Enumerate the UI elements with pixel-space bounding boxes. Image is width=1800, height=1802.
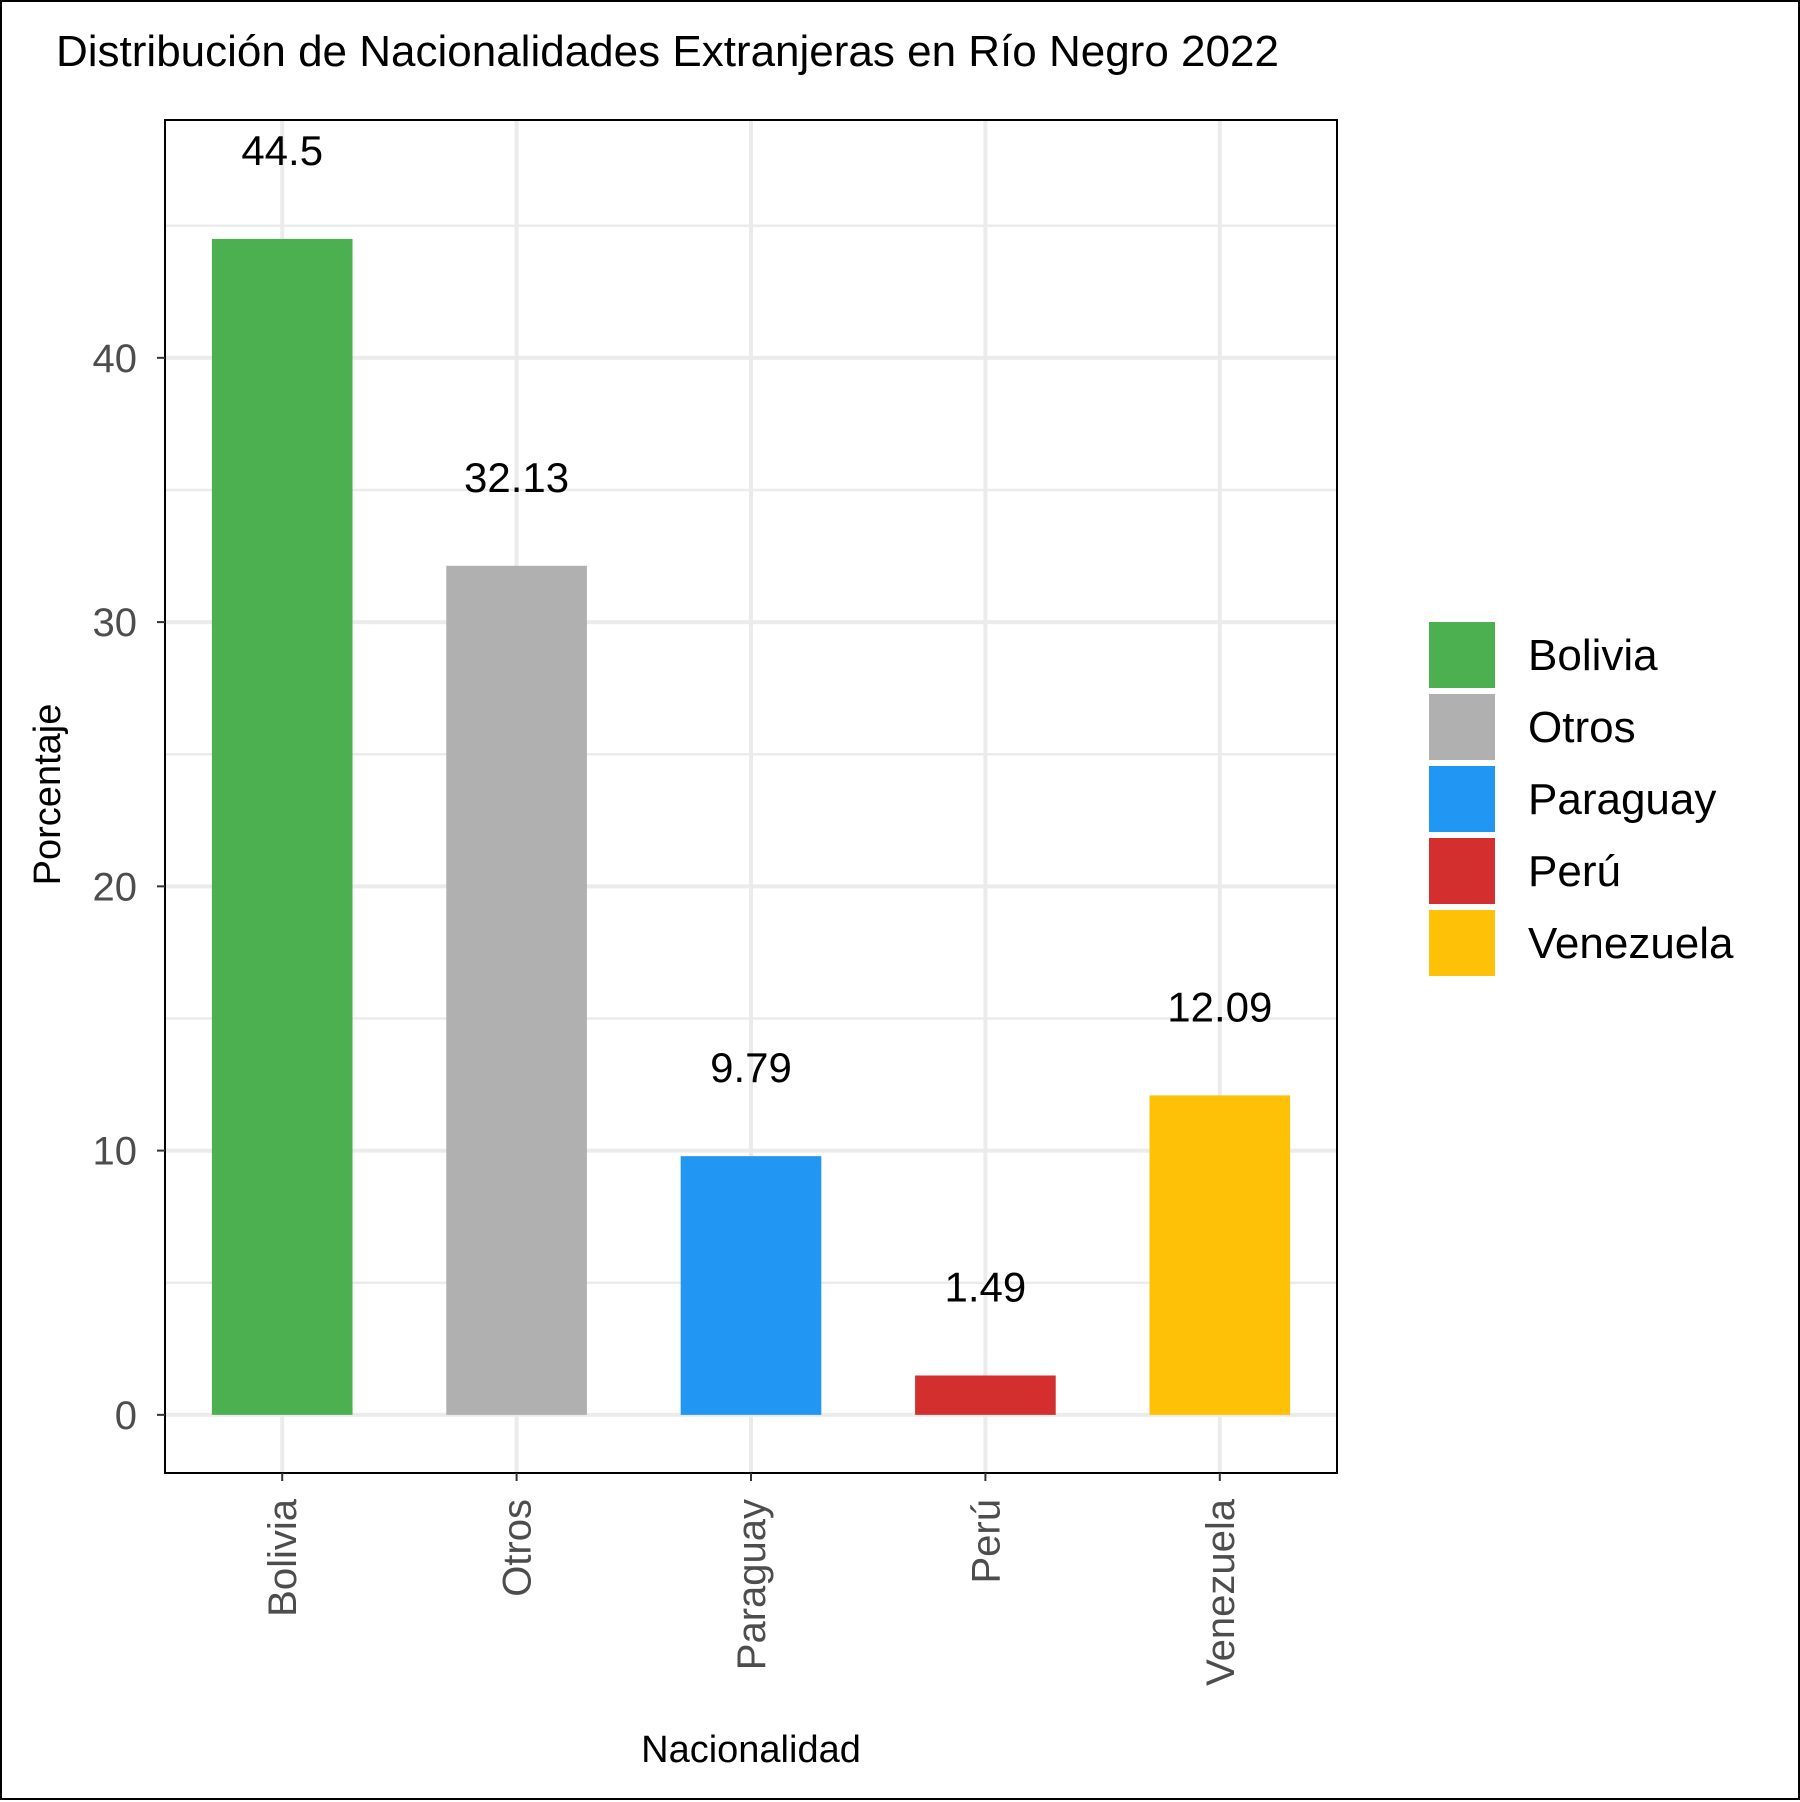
y-tick-label: 10 [93, 1130, 138, 1174]
data-label: 9.79 [710, 1044, 792, 1091]
x-tick-label: Otros [496, 1499, 540, 1597]
y-axis-title: Porcentaje [27, 704, 69, 886]
x-axis-title: Nacionalidad [641, 1729, 861, 1771]
data-label: 12.09 [1167, 983, 1272, 1030]
data-label: 1.49 [945, 1263, 1027, 1310]
legend-label: Venezuela [1528, 919, 1734, 968]
legend-key-paraguay [1429, 766, 1495, 832]
legend-label: Otros [1528, 703, 1636, 752]
bar-perú [915, 1375, 1056, 1415]
y-tick-label: 0 [115, 1394, 137, 1438]
y-tick-label: 40 [93, 337, 138, 381]
legend-key-bolivia [1429, 622, 1495, 688]
x-axis: Bolivia Otros Paraguay Perú Venezuela [261, 1473, 1243, 1686]
bar-paraguay [680, 1156, 822, 1415]
legend-label: Perú [1528, 847, 1621, 896]
data-label: 44.5 [241, 127, 323, 174]
y-tick-label: 30 [93, 601, 138, 645]
bar-bolivia [211, 238, 353, 1415]
legend-label: Paraguay [1528, 775, 1716, 824]
legend: Bolivia Otros Paraguay Perú Venezuela [1429, 622, 1734, 976]
bar-otros [446, 565, 587, 1415]
legend-label: Bolivia [1528, 631, 1658, 680]
legend-key-venezuela [1429, 910, 1495, 976]
x-tick-label: Bolivia [261, 1498, 305, 1617]
bar-venezuela [1149, 1095, 1291, 1415]
data-label: 32.13 [464, 454, 569, 501]
legend-key-perú [1429, 838, 1495, 904]
chart-title: Distribución de Nacionalidades Extranjer… [56, 27, 1279, 76]
y-tick-label: 20 [93, 865, 138, 909]
x-tick-label: Perú [964, 1499, 1008, 1584]
data-labels: 44.5 32.13 9.79 1.49 12.09 [241, 127, 1272, 1311]
x-tick-label: Venezuela [1199, 1498, 1243, 1686]
bars [211, 238, 1291, 1415]
legend-key-otros [1429, 694, 1495, 760]
x-tick-label: Paraguay [730, 1499, 774, 1670]
y-axis: 0 10 20 30 40 [93, 337, 165, 1438]
